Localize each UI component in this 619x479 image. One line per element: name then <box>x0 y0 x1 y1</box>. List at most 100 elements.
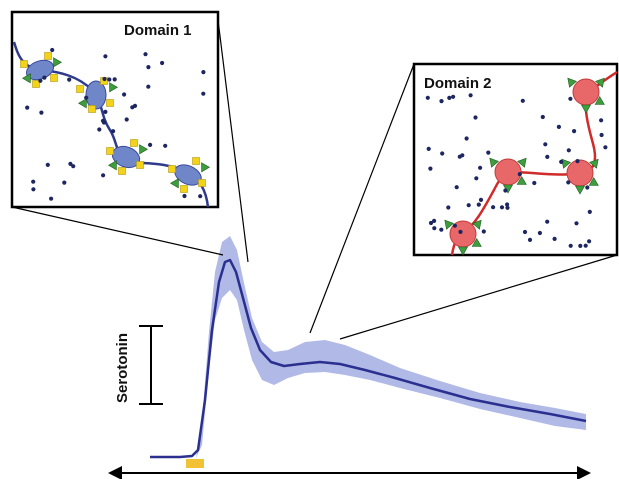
serotonin-molecule <box>39 110 44 115</box>
serotonin-molecule <box>520 98 525 103</box>
inset1-connector-right <box>217 19 249 263</box>
serotonin-molecule <box>25 105 30 110</box>
serotonin-molecule <box>122 92 127 97</box>
stimulus-bar <box>186 459 204 468</box>
serotonin-molecule <box>432 226 437 231</box>
serotonin-molecule <box>517 172 522 177</box>
serotonin-molecule <box>578 243 583 248</box>
serotonin-molecule <box>146 65 151 70</box>
domain-2-dots <box>425 93 608 248</box>
serotonin-molecule <box>49 196 54 201</box>
receptor-marker <box>139 144 148 155</box>
serotonin-scale-bar <box>139 325 163 405</box>
serotonin-molecule <box>439 99 444 104</box>
inset2-connector-bottom <box>339 254 618 340</box>
serotonin-molecule <box>425 95 430 100</box>
serotonin-molecule <box>532 180 537 186</box>
receptor-marker <box>595 77 605 88</box>
serotonin-molecule <box>599 118 604 123</box>
serotonin-molecule <box>71 164 76 169</box>
serotonin-molecule <box>478 165 483 170</box>
serotonin-molecule <box>201 91 206 96</box>
serotonin-molecule <box>62 180 67 185</box>
time-axis-arrow <box>108 466 591 479</box>
receptor-marker <box>574 185 586 195</box>
serotonin-molecule <box>603 145 608 150</box>
serotonin-molecule <box>68 161 73 166</box>
receptor-marker <box>201 162 210 173</box>
transporter-marker <box>118 167 126 175</box>
serotonin-molecule <box>107 77 112 82</box>
serotonin-molecule <box>574 221 579 226</box>
serotonin-molecule <box>486 150 491 155</box>
serotonin-molecule <box>103 109 108 114</box>
serotonin-molecule <box>143 52 148 57</box>
serotonin-molecule <box>103 54 108 59</box>
serotonin-molecule <box>491 205 496 210</box>
serotonin-molecule <box>585 185 590 190</box>
serotonin-molecule <box>527 237 533 242</box>
receptor-marker <box>109 82 118 93</box>
serotonin-molecule <box>148 142 153 147</box>
transporter-marker <box>106 147 114 155</box>
domain-1-title: Domain 1 <box>124 22 192 39</box>
serotonin-molecule <box>428 166 433 171</box>
serotonin-molecule <box>522 229 528 235</box>
serotonin-molecule <box>146 84 151 89</box>
transporter-marker <box>50 74 58 82</box>
receptor-marker <box>444 219 454 230</box>
serotonin-molecule <box>460 153 465 158</box>
serotonin-molecule <box>428 220 434 226</box>
domain-1-varicosity <box>85 80 107 110</box>
serotonin-molecule <box>481 229 486 234</box>
transporter-marker <box>20 60 28 68</box>
domain-2-varicosity <box>572 78 600 106</box>
domain-1-markers <box>20 52 210 193</box>
transporter-marker <box>88 105 96 113</box>
serotonin-molecule <box>111 129 116 134</box>
inset2-connector-left <box>309 63 415 334</box>
transporter-marker <box>136 161 144 169</box>
receptor-marker <box>561 158 571 169</box>
receptor-marker <box>53 57 62 68</box>
transporter-marker <box>32 80 40 88</box>
serotonin-molecule <box>503 188 508 193</box>
serotonin-molecule <box>568 96 573 101</box>
serotonin-molecule <box>572 129 577 134</box>
serotonin-molecule <box>545 219 550 224</box>
serotonin-molecule <box>454 185 459 190</box>
serotonin-molecule <box>447 95 452 100</box>
serotonin-molecule <box>452 223 457 228</box>
domain-1-inset: Domain 1 <box>10 10 220 209</box>
serotonin-molecule <box>599 132 604 138</box>
transporter-marker <box>130 139 138 147</box>
serotonin-molecule <box>575 159 580 164</box>
serotonin-molecule <box>446 205 451 210</box>
serotonin-molecule <box>552 236 557 241</box>
serotonin-molecule <box>505 202 510 207</box>
serotonin-molecule <box>583 243 588 248</box>
serotonin-molecule <box>160 60 165 66</box>
serotonin-molecule <box>112 77 117 82</box>
receptor-marker <box>457 246 469 256</box>
serotonin-molecule <box>468 93 473 98</box>
serotonin-molecule <box>440 151 445 156</box>
domain-2-markers <box>444 77 605 256</box>
receptor-marker <box>472 219 482 230</box>
serotonin-molecule <box>537 230 543 236</box>
transporter-marker <box>44 52 52 60</box>
serotonin-molecule <box>182 193 187 199</box>
serotonin-molecule <box>474 176 479 181</box>
serotonin-molecule <box>587 209 592 214</box>
transporter-marker <box>192 157 200 165</box>
transporter-marker <box>106 99 114 107</box>
receptor-marker <box>516 176 527 185</box>
serotonin-molecule <box>50 47 55 53</box>
serotonin-trace <box>150 258 587 459</box>
receptor-marker <box>567 77 577 88</box>
serotonin-molecule <box>473 115 478 120</box>
serotonin-molecule <box>84 95 89 100</box>
receptor-marker <box>471 238 482 247</box>
transporter-marker <box>180 185 188 193</box>
transporter-marker <box>168 165 176 173</box>
